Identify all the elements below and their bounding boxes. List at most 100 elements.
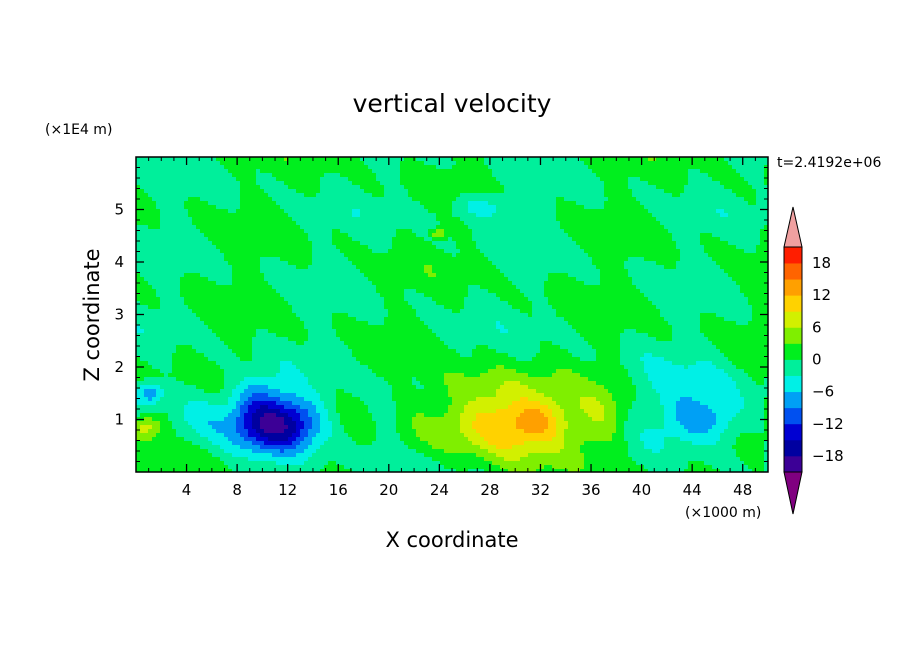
contour-cell xyxy=(716,365,737,370)
contour-cell xyxy=(156,289,181,294)
contour-cell xyxy=(156,201,185,206)
contour-cell xyxy=(400,437,421,442)
contour-cell xyxy=(336,397,361,402)
contour-cell xyxy=(272,173,325,178)
contour-cell xyxy=(268,393,297,398)
contour-cell xyxy=(252,349,353,354)
contour-cell xyxy=(688,169,701,174)
contour-cell xyxy=(332,321,369,326)
contour-cell xyxy=(452,213,477,218)
contour-cell xyxy=(340,413,373,418)
contour-cell xyxy=(732,417,765,422)
contour-cell xyxy=(336,461,441,466)
contour-cell xyxy=(192,441,213,446)
contour-cell xyxy=(628,441,645,446)
contour-cell xyxy=(244,421,253,426)
contour-cell xyxy=(336,405,369,410)
contour-cell xyxy=(580,401,601,406)
contour-cell xyxy=(416,309,453,314)
contour-cell xyxy=(748,201,757,206)
contour-cell xyxy=(256,409,281,414)
contour-cell xyxy=(268,193,305,198)
contour-cell xyxy=(592,261,625,266)
contour-cell xyxy=(136,309,193,314)
contour-cell xyxy=(600,401,617,406)
contour-cell xyxy=(468,437,485,442)
contour-cell xyxy=(252,417,261,422)
contour-cell xyxy=(136,225,149,230)
contour-cell xyxy=(728,161,768,166)
contour-cell xyxy=(544,285,637,290)
contour-cell xyxy=(276,401,293,406)
contour-cell xyxy=(460,425,473,430)
contour-cell xyxy=(276,413,289,418)
contour-cell xyxy=(176,377,225,382)
contour-cell xyxy=(368,277,509,282)
contour-cell xyxy=(300,369,373,374)
contour-cell xyxy=(400,433,417,438)
contour-cell xyxy=(236,405,241,410)
contour-cell xyxy=(472,349,497,354)
contour-cell xyxy=(584,441,629,446)
contour-cell xyxy=(308,381,389,386)
contour-cell xyxy=(212,441,233,446)
contour-cell xyxy=(656,305,753,310)
contour-cell xyxy=(276,289,377,294)
contour-cell xyxy=(664,441,693,446)
contour-cell xyxy=(484,157,581,162)
contour-cell xyxy=(552,409,565,414)
x-tick-label: 20 xyxy=(379,481,398,499)
colorbar-label: −6 xyxy=(812,383,834,401)
contour-cell xyxy=(224,433,241,438)
contour-cell xyxy=(392,389,449,394)
contour-cell xyxy=(440,221,465,226)
contour-cell xyxy=(648,377,733,382)
contour-cell xyxy=(664,405,677,410)
contour-cell xyxy=(740,173,765,178)
contour-cell xyxy=(240,409,249,414)
contour-cell xyxy=(580,245,677,250)
contour-cell xyxy=(524,409,541,414)
x-tick-label: 24 xyxy=(430,481,449,499)
contour-cell xyxy=(212,241,313,246)
contour-cell xyxy=(376,289,405,294)
contour-cell xyxy=(372,417,397,422)
contour-cell xyxy=(616,409,629,414)
contour-cell xyxy=(528,313,533,318)
contour-cell xyxy=(136,449,209,454)
contour-cell xyxy=(392,241,433,246)
contour-cell xyxy=(508,405,549,410)
contour-cell xyxy=(736,437,768,442)
contour-cell xyxy=(524,429,545,434)
contour-cell xyxy=(172,365,221,370)
contour-cell xyxy=(176,345,193,350)
contour-cell xyxy=(388,381,413,386)
contour-cell xyxy=(448,345,477,350)
contour-cell xyxy=(604,189,633,194)
contour-cell xyxy=(744,293,768,298)
contour-cell xyxy=(252,357,357,362)
contour-cell xyxy=(604,413,617,418)
contour-cell xyxy=(724,269,768,274)
colorbar-segment xyxy=(784,375,802,393)
contour-cell xyxy=(136,353,173,358)
contour-cell xyxy=(368,409,397,414)
contour-cell xyxy=(624,433,641,438)
contour-cell xyxy=(136,409,185,414)
contour-cell xyxy=(200,317,301,322)
contour-cell xyxy=(136,181,241,186)
contour-cell xyxy=(432,237,449,242)
contour-cell xyxy=(644,361,673,366)
contour-cell xyxy=(708,253,768,258)
contour-cell xyxy=(628,373,649,378)
contour-cell xyxy=(652,381,737,386)
contour-cell xyxy=(296,393,321,398)
contour-cell xyxy=(216,205,241,210)
contour-cell xyxy=(676,413,717,418)
contour-cell xyxy=(188,197,201,202)
contour-cell xyxy=(296,453,313,458)
contour-cell xyxy=(748,181,765,186)
contour-cell xyxy=(140,385,161,390)
y-axis-label: Z coordinate xyxy=(80,248,104,381)
contour-cell xyxy=(636,389,657,394)
